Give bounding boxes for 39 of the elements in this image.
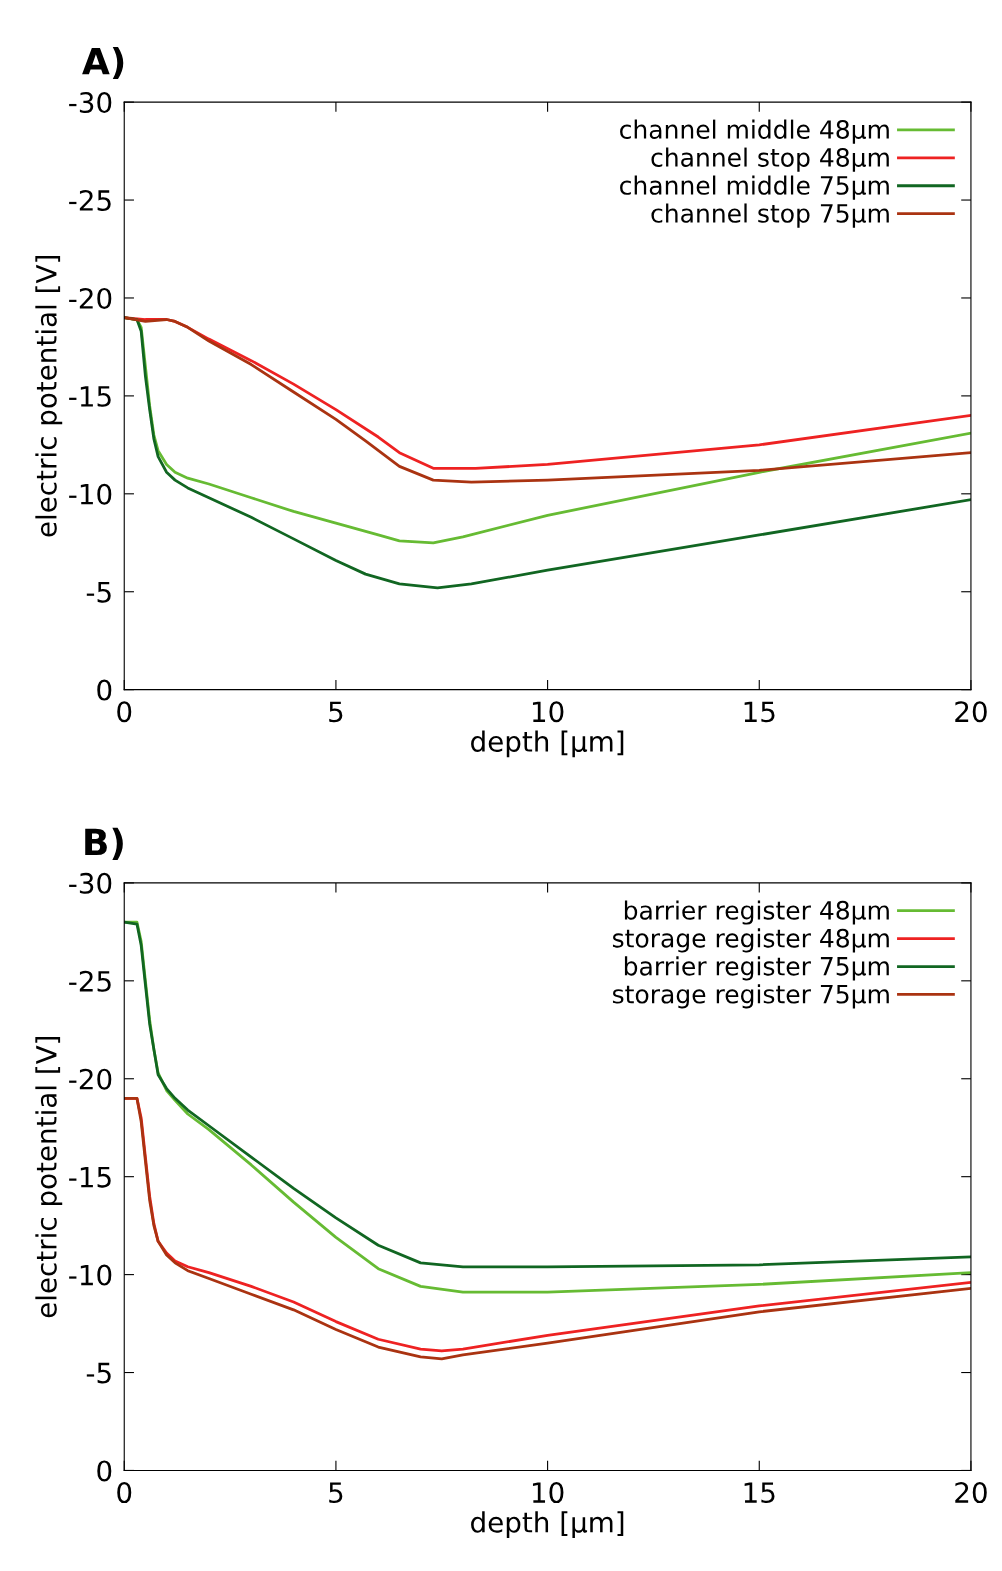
legend-label: channel stop 48µm [651,147,889,172]
y-tick-label: -30 [69,872,112,894]
x-tick-label: 15 [744,701,775,723]
legend-label: storage register 48µm [612,928,889,953]
legend-label: storage register 75µm [612,984,889,1009]
y-tick-label: -15 [69,1166,111,1188]
chart-title: B) [85,827,123,860]
x-tick-label: 0 [117,701,132,723]
y-tick-label: -10 [69,1264,112,1286]
x-tick-label: 20 [955,1482,987,1504]
x-tick-label: 20 [955,701,987,723]
x-tick-label: 0 [117,1482,132,1504]
y-tick-label: -25 [69,970,111,992]
y-tick-label: 0 [97,1460,112,1482]
line-series [124,316,971,590]
y-tick-label: -5 [86,582,111,603]
x-axis-title: depth [µm] [471,730,624,758]
y-axis-title: electric potential [V] [35,1036,63,1318]
y-tick-label: 0 [97,679,112,701]
y-tick-label: -5 [86,1362,111,1384]
legend-label: channel stop 75µm [651,203,889,228]
x-tick-label: 15 [744,1482,775,1504]
x-tick-label: 10 [532,1482,564,1504]
x-axis-title: depth [µm] [471,1511,624,1539]
legend-label: channel middle 48µm [620,119,889,144]
y-tick-label: -30 [69,92,112,114]
chart-title: A) [82,46,124,80]
y-tick-label: -15 [69,386,111,407]
x-tick-label: 5 [329,701,343,723]
x-tick-label: 5 [329,1482,343,1504]
y-tick-label: -20 [69,1068,112,1090]
y-tick-label: -25 [69,189,111,211]
legend-label: barrier register 75µm [624,956,889,981]
legend-label: barrier register 48µm [624,900,889,925]
y-tick-label: -20 [69,287,112,309]
x-tick-label: 10 [532,701,564,723]
legend-label: channel middle 75µm [620,175,889,200]
y-axis-title: electric potential [V] [35,256,63,537]
y-tick-label: -10 [69,483,112,505]
